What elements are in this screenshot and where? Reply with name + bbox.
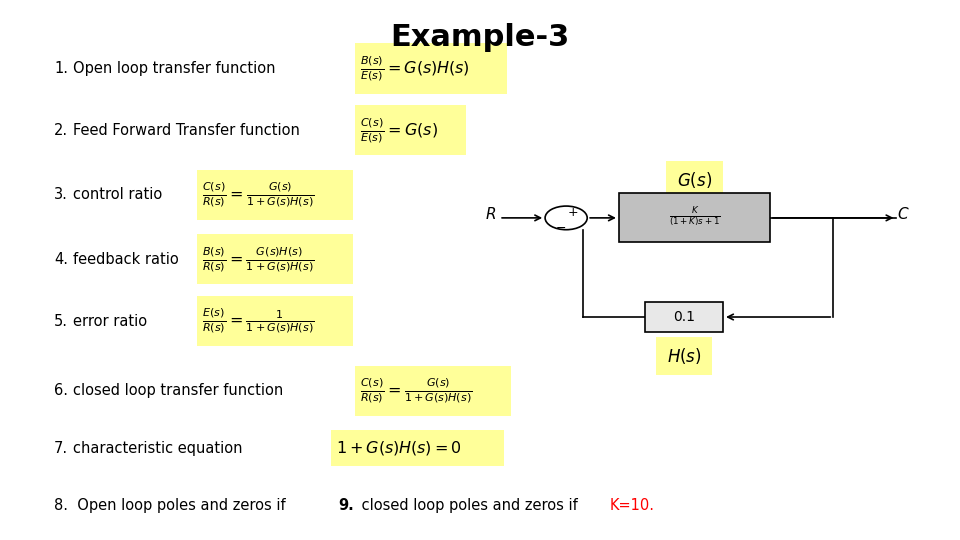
Text: +: + bbox=[567, 206, 578, 219]
Bar bbox=[330, 430, 504, 467]
Text: $\frac{B(s)}{R(s)} = \frac{G(s)H(s)}{1+G(s)H(s)}$: $\frac{B(s)}{R(s)} = \frac{G(s)H(s)}{1+G… bbox=[203, 245, 315, 274]
Text: 2.: 2. bbox=[54, 123, 68, 138]
Text: 6.: 6. bbox=[54, 383, 68, 399]
Text: closed loop transfer function: closed loop transfer function bbox=[73, 383, 283, 399]
Text: characteristic equation: characteristic equation bbox=[73, 441, 243, 456]
Bar bbox=[354, 105, 467, 156]
Text: $\frac{B(s)}{E(s)} = G(s)H(s)$: $\frac{B(s)}{E(s)} = G(s)H(s)$ bbox=[360, 54, 470, 83]
Text: error ratio: error ratio bbox=[73, 314, 147, 328]
Text: $G(s)$: $G(s)$ bbox=[677, 170, 712, 190]
Text: 9.: 9. bbox=[338, 498, 354, 513]
Text: 1.: 1. bbox=[54, 61, 68, 76]
Text: R: R bbox=[486, 207, 496, 222]
Text: K=10.: K=10. bbox=[610, 498, 654, 513]
Text: Feed Forward Transfer function: Feed Forward Transfer function bbox=[73, 123, 300, 138]
Text: Open loop transfer function: Open loop transfer function bbox=[73, 61, 276, 76]
Bar bbox=[645, 302, 723, 332]
Text: 5.: 5. bbox=[54, 314, 68, 328]
Text: Example-3: Example-3 bbox=[391, 23, 569, 52]
Text: −: − bbox=[556, 222, 566, 235]
Bar bbox=[197, 296, 353, 346]
Bar bbox=[197, 170, 353, 220]
Text: 0.1: 0.1 bbox=[673, 310, 695, 324]
Circle shape bbox=[545, 206, 588, 230]
Text: closed loop poles and zeros if: closed loop poles and zeros if bbox=[357, 498, 583, 513]
Text: $\frac{K}{(1+K)s+1}$: $\frac{K}{(1+K)s+1}$ bbox=[668, 205, 720, 229]
Text: C: C bbox=[898, 207, 908, 222]
Text: control ratio: control ratio bbox=[73, 187, 162, 202]
Bar bbox=[666, 161, 723, 200]
Bar bbox=[619, 193, 770, 241]
Text: 3.: 3. bbox=[54, 187, 68, 202]
Bar bbox=[354, 44, 507, 93]
Text: 4.: 4. bbox=[54, 252, 68, 267]
Text: 8.  Open loop poles and zeros if: 8. Open loop poles and zeros if bbox=[54, 498, 295, 513]
Text: feedback ratio: feedback ratio bbox=[73, 252, 179, 267]
Text: $\frac{C(s)}{R(s)} = \frac{G(s)}{1+G(s)H(s)}$: $\frac{C(s)}{R(s)} = \frac{G(s)}{1+G(s)H… bbox=[203, 180, 315, 209]
Bar bbox=[656, 336, 712, 375]
Text: $H(s)$: $H(s)$ bbox=[666, 346, 701, 366]
Text: $\frac{E(s)}{R(s)} = \frac{1}{1+G(s)H(s)}$: $\frac{E(s)}{R(s)} = \frac{1}{1+G(s)H(s)… bbox=[203, 307, 315, 335]
Bar bbox=[197, 234, 353, 284]
Text: $1 + G(s)H(s) = 0$: $1 + G(s)H(s) = 0$ bbox=[336, 440, 462, 457]
Text: $\frac{C(s)}{R(s)} = \frac{G(s)}{1+G(s)H(s)}$: $\frac{C(s)}{R(s)} = \frac{G(s)}{1+G(s)H… bbox=[360, 376, 473, 406]
Bar bbox=[354, 366, 511, 416]
Text: 7.: 7. bbox=[54, 441, 68, 456]
Text: $\frac{C(s)}{E(s)} = G(s)$: $\frac{C(s)}{E(s)} = G(s)$ bbox=[360, 116, 439, 145]
